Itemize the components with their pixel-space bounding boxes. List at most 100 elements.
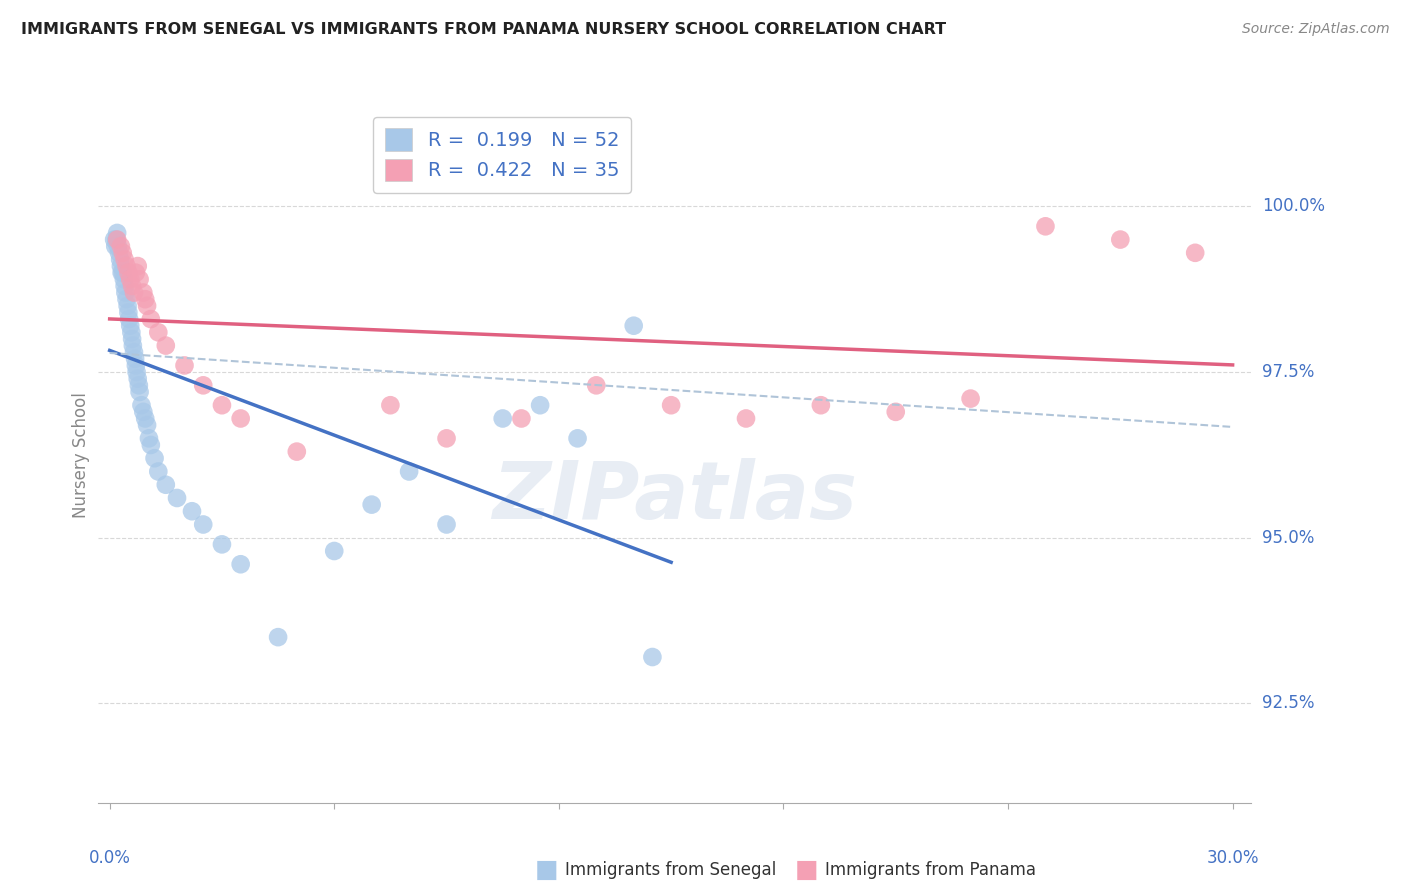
Point [143, 451, 166, 466]
Text: 0.0%: 0.0% [89, 849, 131, 867]
Point [1035, 219, 1057, 234]
Point [120, 272, 142, 286]
Point [229, 411, 252, 425]
Text: Source: ZipAtlas.com: Source: ZipAtlas.com [1241, 22, 1389, 37]
Point [211, 537, 233, 551]
Text: ZIPatlas: ZIPatlas [492, 458, 858, 536]
Point [117, 299, 139, 313]
Point [529, 398, 551, 412]
Point [118, 312, 141, 326]
Point [111, 245, 134, 260]
Point [124, 351, 146, 366]
Point [810, 398, 832, 412]
Text: Immigrants from Panama: Immigrants from Panama [825, 861, 1036, 879]
Text: Immigrants from Senegal: Immigrants from Senegal [565, 861, 776, 879]
Point [104, 239, 127, 253]
Point [120, 326, 142, 340]
Point [138, 431, 160, 445]
Point [623, 318, 645, 333]
Point [360, 498, 382, 512]
Point [155, 338, 177, 352]
Point [181, 504, 204, 518]
Y-axis label: Nursery School: Nursery School [72, 392, 90, 518]
Point [436, 431, 458, 445]
Point [641, 650, 664, 665]
Point [117, 266, 139, 280]
Point [121, 332, 143, 346]
Point [659, 398, 682, 412]
Point [567, 431, 589, 445]
Point [211, 398, 233, 412]
Point [128, 272, 150, 286]
Point [110, 259, 132, 273]
Point [166, 491, 188, 505]
Text: 95.0%: 95.0% [1263, 529, 1315, 547]
Point [136, 418, 159, 433]
Point [128, 378, 150, 392]
Text: 92.5%: 92.5% [1263, 694, 1315, 713]
Point [108, 245, 131, 260]
Point [121, 279, 143, 293]
Point [323, 544, 346, 558]
Point [398, 465, 420, 479]
Text: 30.0%: 30.0% [1206, 849, 1258, 867]
Point [380, 398, 402, 412]
Point [1184, 245, 1206, 260]
Point [114, 285, 136, 300]
Legend: R =  0.199   N = 52, R =  0.422   N = 35: R = 0.199 N = 52, R = 0.422 N = 35 [373, 117, 631, 193]
Point [125, 266, 148, 280]
Point [114, 279, 136, 293]
Point [1109, 233, 1132, 247]
Point [492, 411, 515, 425]
Point [127, 372, 149, 386]
Point [735, 411, 758, 425]
Point [111, 266, 134, 280]
Point [115, 259, 138, 273]
Point [103, 233, 125, 247]
Point [114, 252, 136, 267]
Point [267, 630, 290, 644]
Point [134, 411, 156, 425]
Point [117, 305, 139, 319]
Point [105, 226, 128, 240]
Point [125, 359, 148, 373]
Point [139, 438, 162, 452]
Point [122, 345, 145, 359]
Point [173, 359, 195, 373]
Point [121, 338, 143, 352]
Point [132, 405, 155, 419]
Point [120, 318, 142, 333]
Point [134, 292, 156, 306]
Text: ■: ■ [794, 858, 818, 881]
Point [105, 233, 128, 247]
Point [510, 411, 533, 425]
Point [125, 365, 148, 379]
Point [155, 477, 177, 491]
Point [115, 292, 138, 306]
Point [148, 326, 170, 340]
Point [105, 233, 128, 247]
Text: 97.5%: 97.5% [1263, 363, 1315, 381]
Point [111, 266, 134, 280]
Point [127, 259, 149, 273]
Text: IMMIGRANTS FROM SENEGAL VS IMMIGRANTS FROM PANAMA NURSERY SCHOOL CORRELATION CHA: IMMIGRANTS FROM SENEGAL VS IMMIGRANTS FR… [21, 22, 946, 37]
Point [128, 384, 150, 399]
Point [959, 392, 981, 406]
Point [148, 465, 170, 479]
Point [193, 517, 215, 532]
Point [436, 517, 458, 532]
Point [110, 239, 132, 253]
Point [585, 378, 607, 392]
Point [112, 272, 135, 286]
Point [132, 285, 155, 300]
Point [122, 285, 145, 300]
Point [139, 312, 162, 326]
Point [107, 239, 129, 253]
Point [193, 378, 215, 392]
Point [229, 558, 252, 572]
Text: ■: ■ [534, 858, 558, 881]
Text: 100.0%: 100.0% [1263, 197, 1326, 216]
Point [136, 299, 159, 313]
Point [884, 405, 907, 419]
Point [108, 252, 131, 267]
